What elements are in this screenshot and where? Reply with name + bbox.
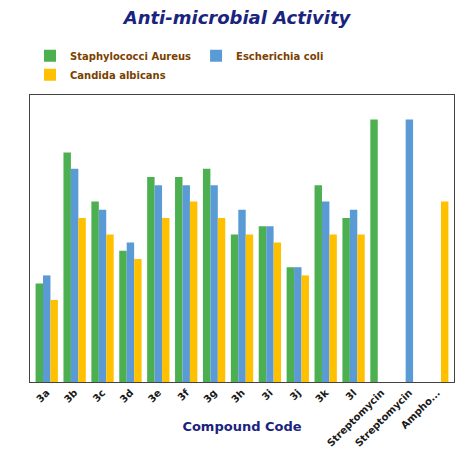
svg-text:3g: 3g [201, 387, 219, 405]
svg-text:3c: 3c [91, 387, 108, 404]
svg-text:Escherichia coli: Escherichia coli [236, 51, 323, 62]
svg-text:Anti-microbial Activity: Anti-microbial Activity [122, 7, 352, 28]
svg-text:3j: 3j [288, 387, 303, 402]
svg-text:Streptomycin: Streptomycin [325, 387, 386, 448]
svg-text:Compound Code: Compound Code [182, 419, 301, 434]
svg-text:3f: 3f [175, 387, 191, 403]
svg-text:3a: 3a [34, 387, 51, 404]
svg-text:3d: 3d [118, 387, 136, 405]
svg-text:3e: 3e [146, 387, 164, 405]
svg-text:3h: 3h [229, 387, 247, 405]
svg-text:Ampho...: Ampho... [399, 387, 443, 431]
svg-text:Streptomycin: Streptomycin [353, 387, 414, 448]
svg-text:3k: 3k [313, 387, 331, 405]
svg-text:3l: 3l [343, 387, 358, 402]
svg-text:Staphylococci Aureus: Staphylococci Aureus [70, 51, 191, 62]
svg-text:3b: 3b [62, 387, 80, 405]
svg-text:3i: 3i [260, 387, 275, 402]
svg-text:Candida albicans: Candida albicans [70, 70, 166, 81]
